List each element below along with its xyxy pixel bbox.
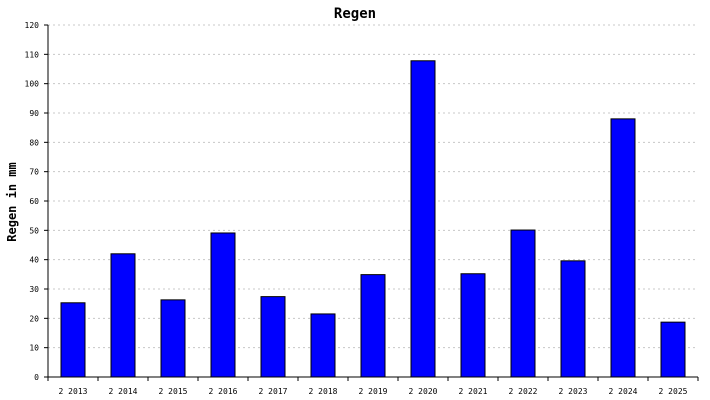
bar (460, 273, 486, 378)
bar (560, 260, 586, 378)
bar (60, 302, 86, 378)
x-tick-label: 2 2019 (359, 387, 388, 396)
y-tick-label: 0 (34, 373, 39, 382)
chart-title: Regen (334, 6, 376, 22)
x-tick-label: 2 2017 (259, 387, 288, 396)
y-tick-label: 60 (29, 197, 39, 206)
x-tick-label: 2 2013 (59, 387, 88, 396)
x-tick-labels: 2 2013 2 2014 2 2015 2 2016 2 2017 2 2018 2 20… (59, 387, 688, 396)
bar (310, 313, 336, 378)
bars (60, 60, 686, 378)
x-tick-label: 2 2022 (509, 387, 538, 396)
x-tick-label: 2 2014 (109, 387, 138, 396)
y-tick-label: 10 (29, 344, 39, 353)
bar (160, 299, 186, 378)
x-tick-label: 2 2020 (409, 387, 438, 396)
y-axis-label: Regen in mm (5, 162, 19, 241)
y-tick-label: 90 (29, 109, 39, 118)
x-tick-label: 2 2023 (559, 387, 588, 396)
bar (660, 321, 686, 378)
y-tick-labels: 0 10 20 30 40 50 60 70 80 90 100 110 120 (25, 21, 40, 382)
grid-lines (48, 24, 698, 349)
x-tick-label: 2 2018 (309, 387, 338, 396)
bar (110, 253, 136, 378)
x-tick-label: 2 2021 (459, 387, 488, 396)
y-tick-label: 20 (29, 314, 39, 323)
bar (210, 232, 236, 378)
bar (610, 118, 636, 378)
bar (260, 296, 286, 378)
y-tick-label: 70 (29, 168, 39, 177)
x-tick-label: 2 2015 (159, 387, 188, 396)
x-tick-label: 2 2024 (609, 387, 638, 396)
bar (510, 229, 536, 378)
y-tick-label: 30 (29, 285, 39, 294)
y-tick-label: 120 (25, 21, 40, 30)
y-tick-label: 40 (29, 256, 39, 265)
y-tick-label: 50 (29, 226, 39, 235)
bar (410, 60, 436, 378)
y-tick-label: 100 (25, 80, 40, 89)
x-tick-label: 2 2016 (209, 387, 238, 396)
x-tick-label: 2 2025 (659, 387, 688, 396)
bar (360, 274, 386, 378)
y-tick-label: 110 (25, 50, 40, 59)
y-tick-label: 80 (29, 138, 39, 147)
axes (44, 24, 699, 381)
